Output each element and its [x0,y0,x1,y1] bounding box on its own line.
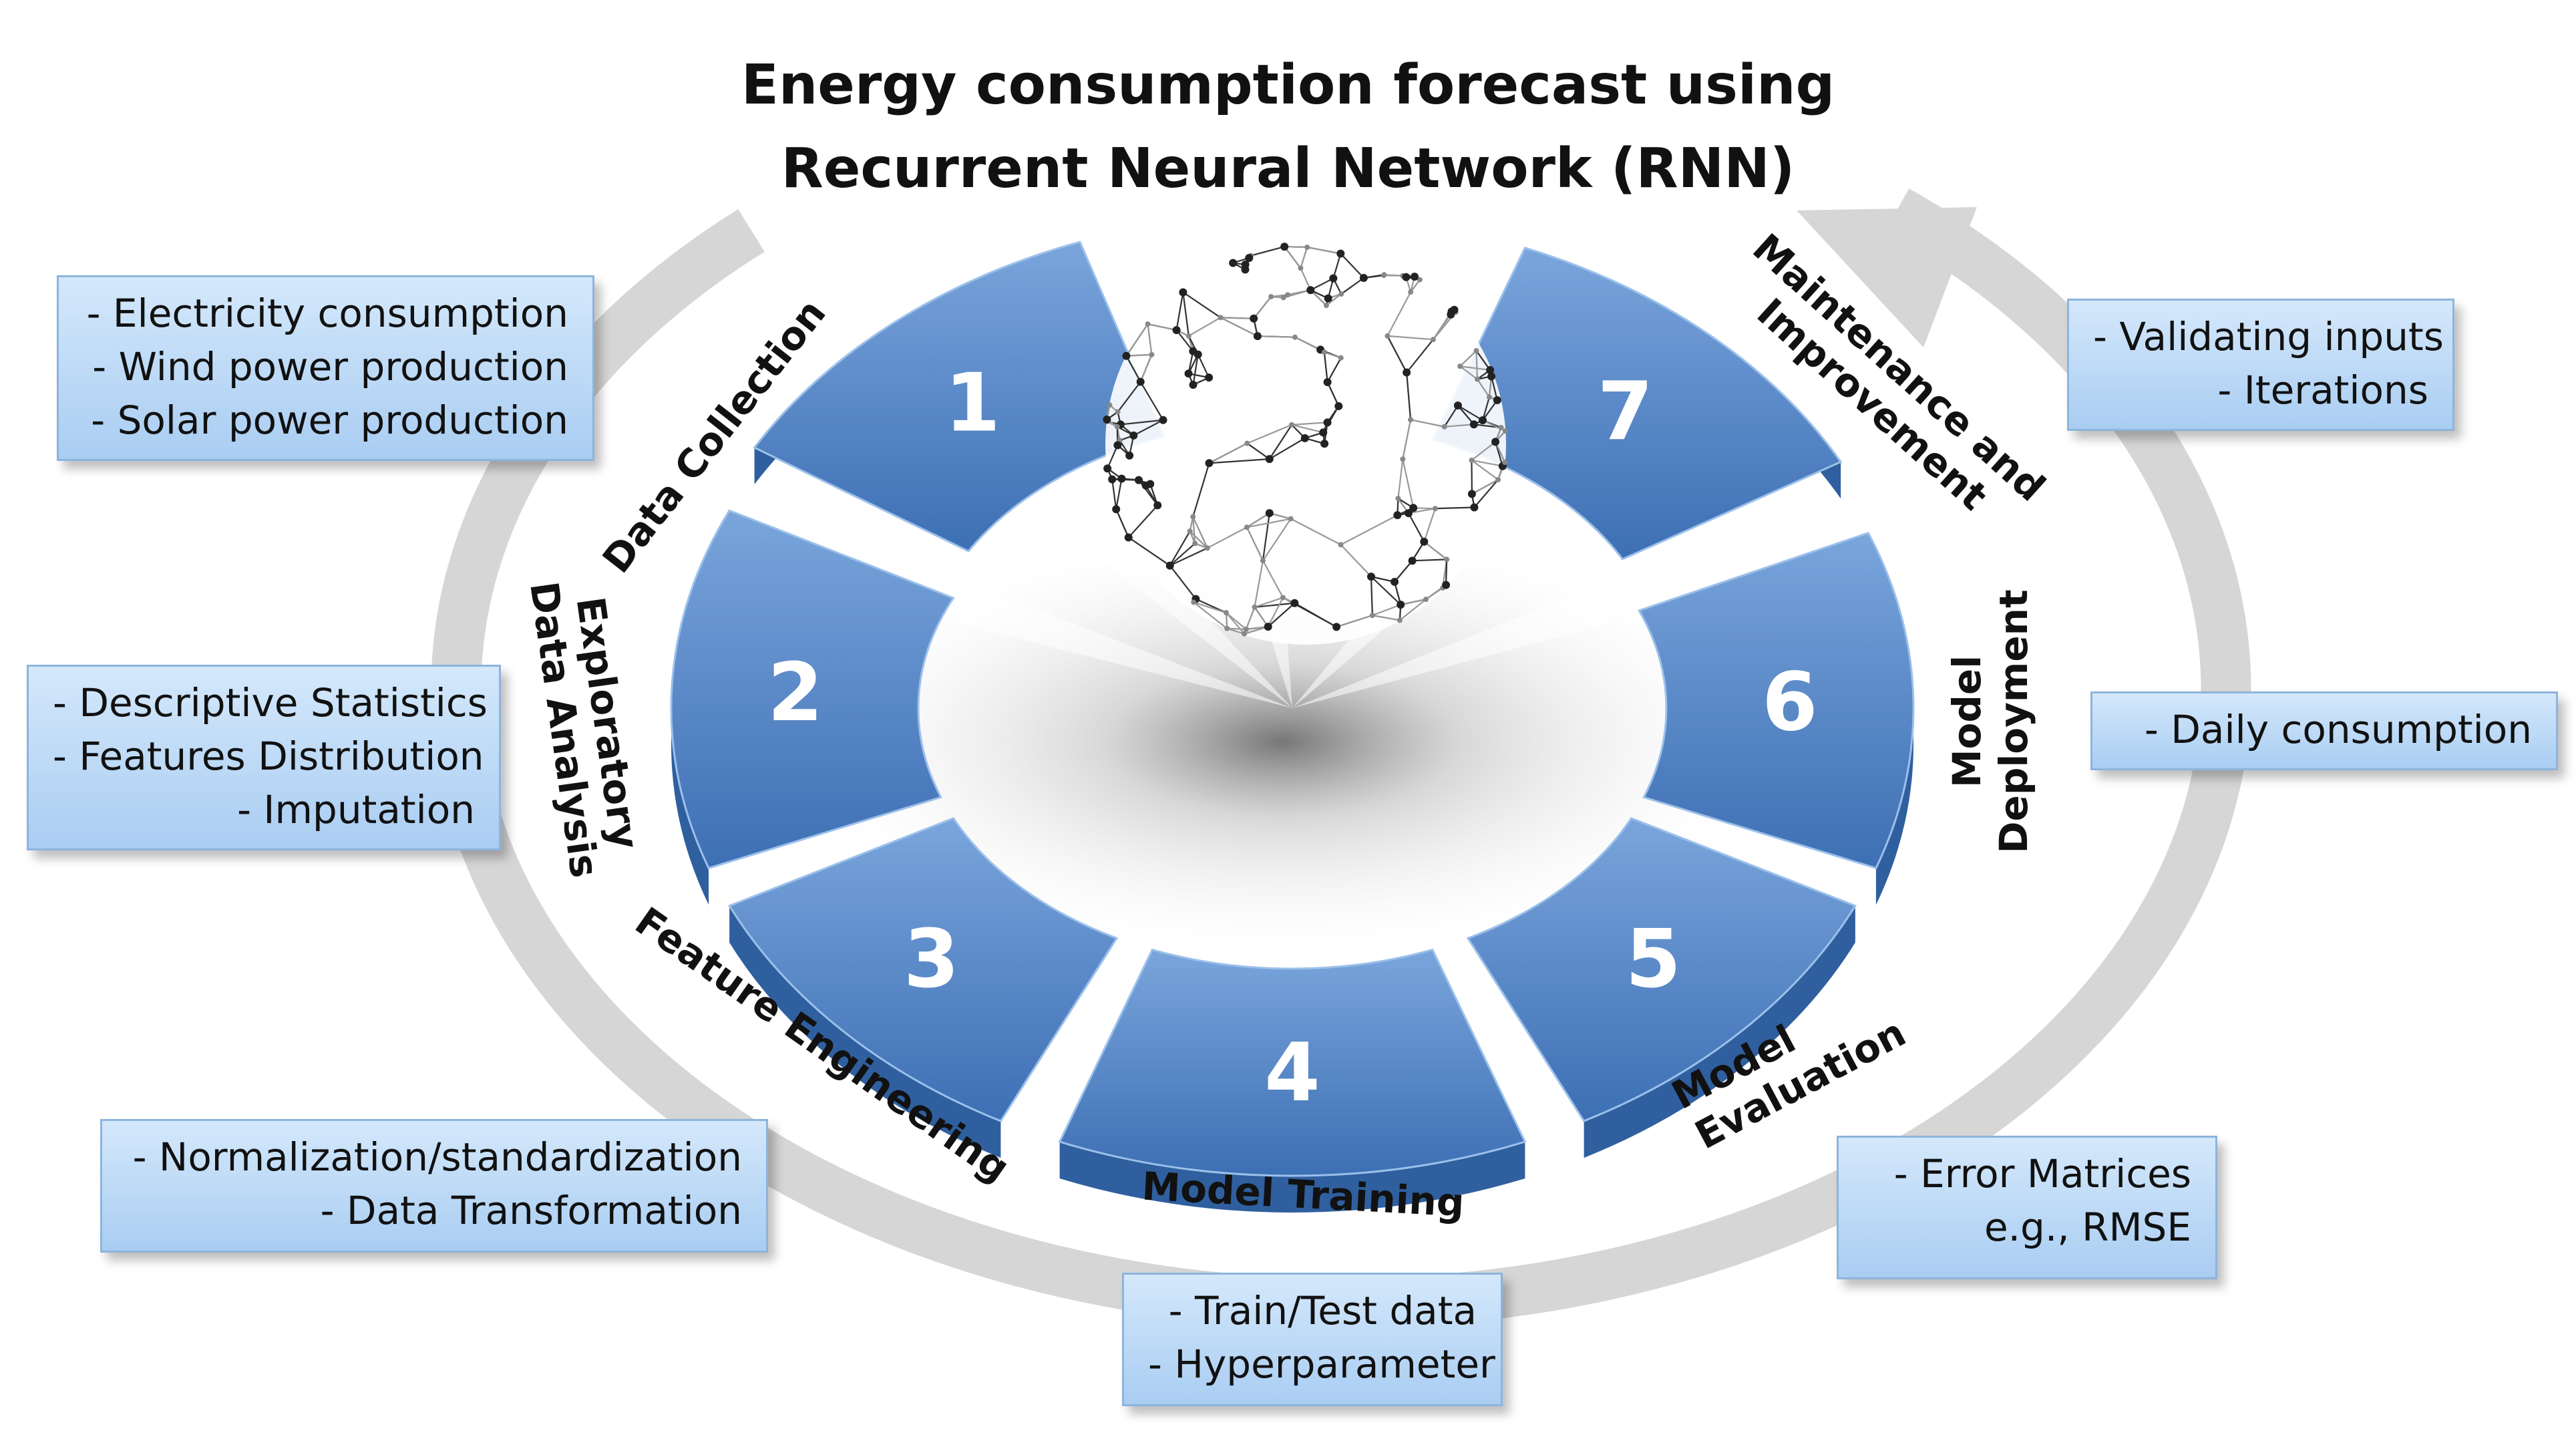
stage-number-6: 6 [1762,656,1818,749]
note-model-training: - Train/Test data - Hyperparameter [1122,1273,1503,1406]
note-model-deployment: - Daily consumption [2090,691,2558,770]
stage-number-4: 4 [1264,1027,1320,1120]
stage-segment-5: 5 [1466,816,1857,1158]
note-line: - Normalization/standardization [132,1134,742,1180]
stage-segment-2: 2 [670,509,955,905]
stage-segment-6: 6 [1638,531,1915,905]
note-line: - Hyperparameter [1148,1341,1495,1387]
note-line: - Train/Test data [1168,1288,1477,1333]
stage-number-7: 7 [1598,365,1654,458]
note-maintenance: - Validating inputs - Iterations [2067,299,2454,431]
note-line: - Daily consumption [2144,707,2532,752]
note-data-collection: - Electricity consumption - Wind power p… [57,275,594,461]
stage-segment-1: 1 [753,241,1166,552]
note-line: - Error Matrices [1893,1151,2191,1197]
note-line: - Iterations [2217,367,2428,413]
title-line-2: Recurrent Neural Network (RNN) [781,137,1795,200]
stage-label-model-deployment-line2: Deployment [1991,589,2036,853]
stage-number-1: 1 [944,357,1000,450]
note-line: - Wind power production [92,344,568,389]
globe-network-icon [1103,243,1508,645]
note-line: - Descriptive Statistics [53,680,488,726]
note-line: - Features Distribution [53,734,484,779]
note-model-evaluation: - Error Matrices e.g., RMSE [1837,1136,2217,1279]
note-feature-engineering: - Normalization/standardization - Data T… [100,1119,768,1253]
title-line-1: Energy consumption forecast using [741,53,1835,117]
note-line: e.g., RMSE [1984,1205,2191,1250]
note-line: - Imputation [237,787,475,832]
note-line: - Validating inputs [2093,314,2444,359]
note-line: - Data Transformation [320,1188,742,1233]
note-line: - Electricity consumption [86,291,568,336]
note-eda: - Descriptive Statistics - Features Dist… [27,665,501,850]
stage-segment-4: 4 [1058,948,1527,1213]
stage-segment-3: 3 [727,816,1119,1158]
stage-number-5: 5 [1626,913,1682,1006]
note-line: - Solar power production [91,397,568,443]
stage-segment-7: 7 [1431,247,1843,561]
stage-label-model-deployment-line1: Model [1944,655,1990,788]
stage-number-3: 3 [904,913,960,1006]
stage-number-2: 2 [767,647,823,740]
